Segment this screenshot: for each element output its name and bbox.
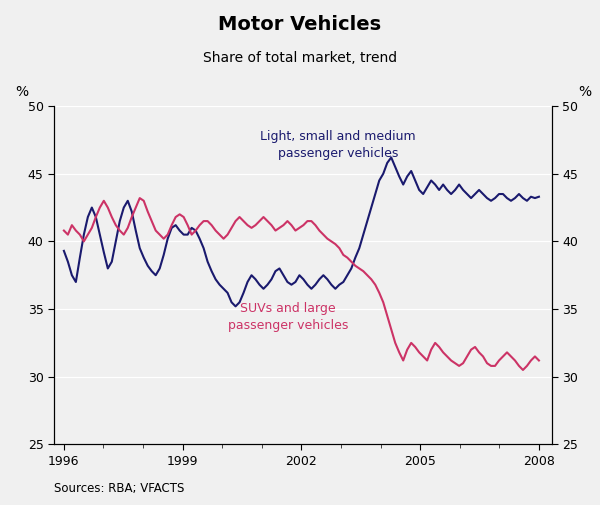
Text: Motor Vehicles: Motor Vehicles (218, 15, 382, 34)
Text: %: % (578, 85, 591, 99)
Text: Light, small and medium
passenger vehicles: Light, small and medium passenger vehicl… (260, 130, 416, 160)
Text: Share of total market, trend: Share of total market, trend (203, 50, 397, 65)
Text: SUVs and large
passenger vehicles: SUVs and large passenger vehicles (228, 302, 348, 332)
Text: %: % (15, 85, 28, 99)
Text: Sources: RBA; VFACTS: Sources: RBA; VFACTS (54, 482, 184, 495)
